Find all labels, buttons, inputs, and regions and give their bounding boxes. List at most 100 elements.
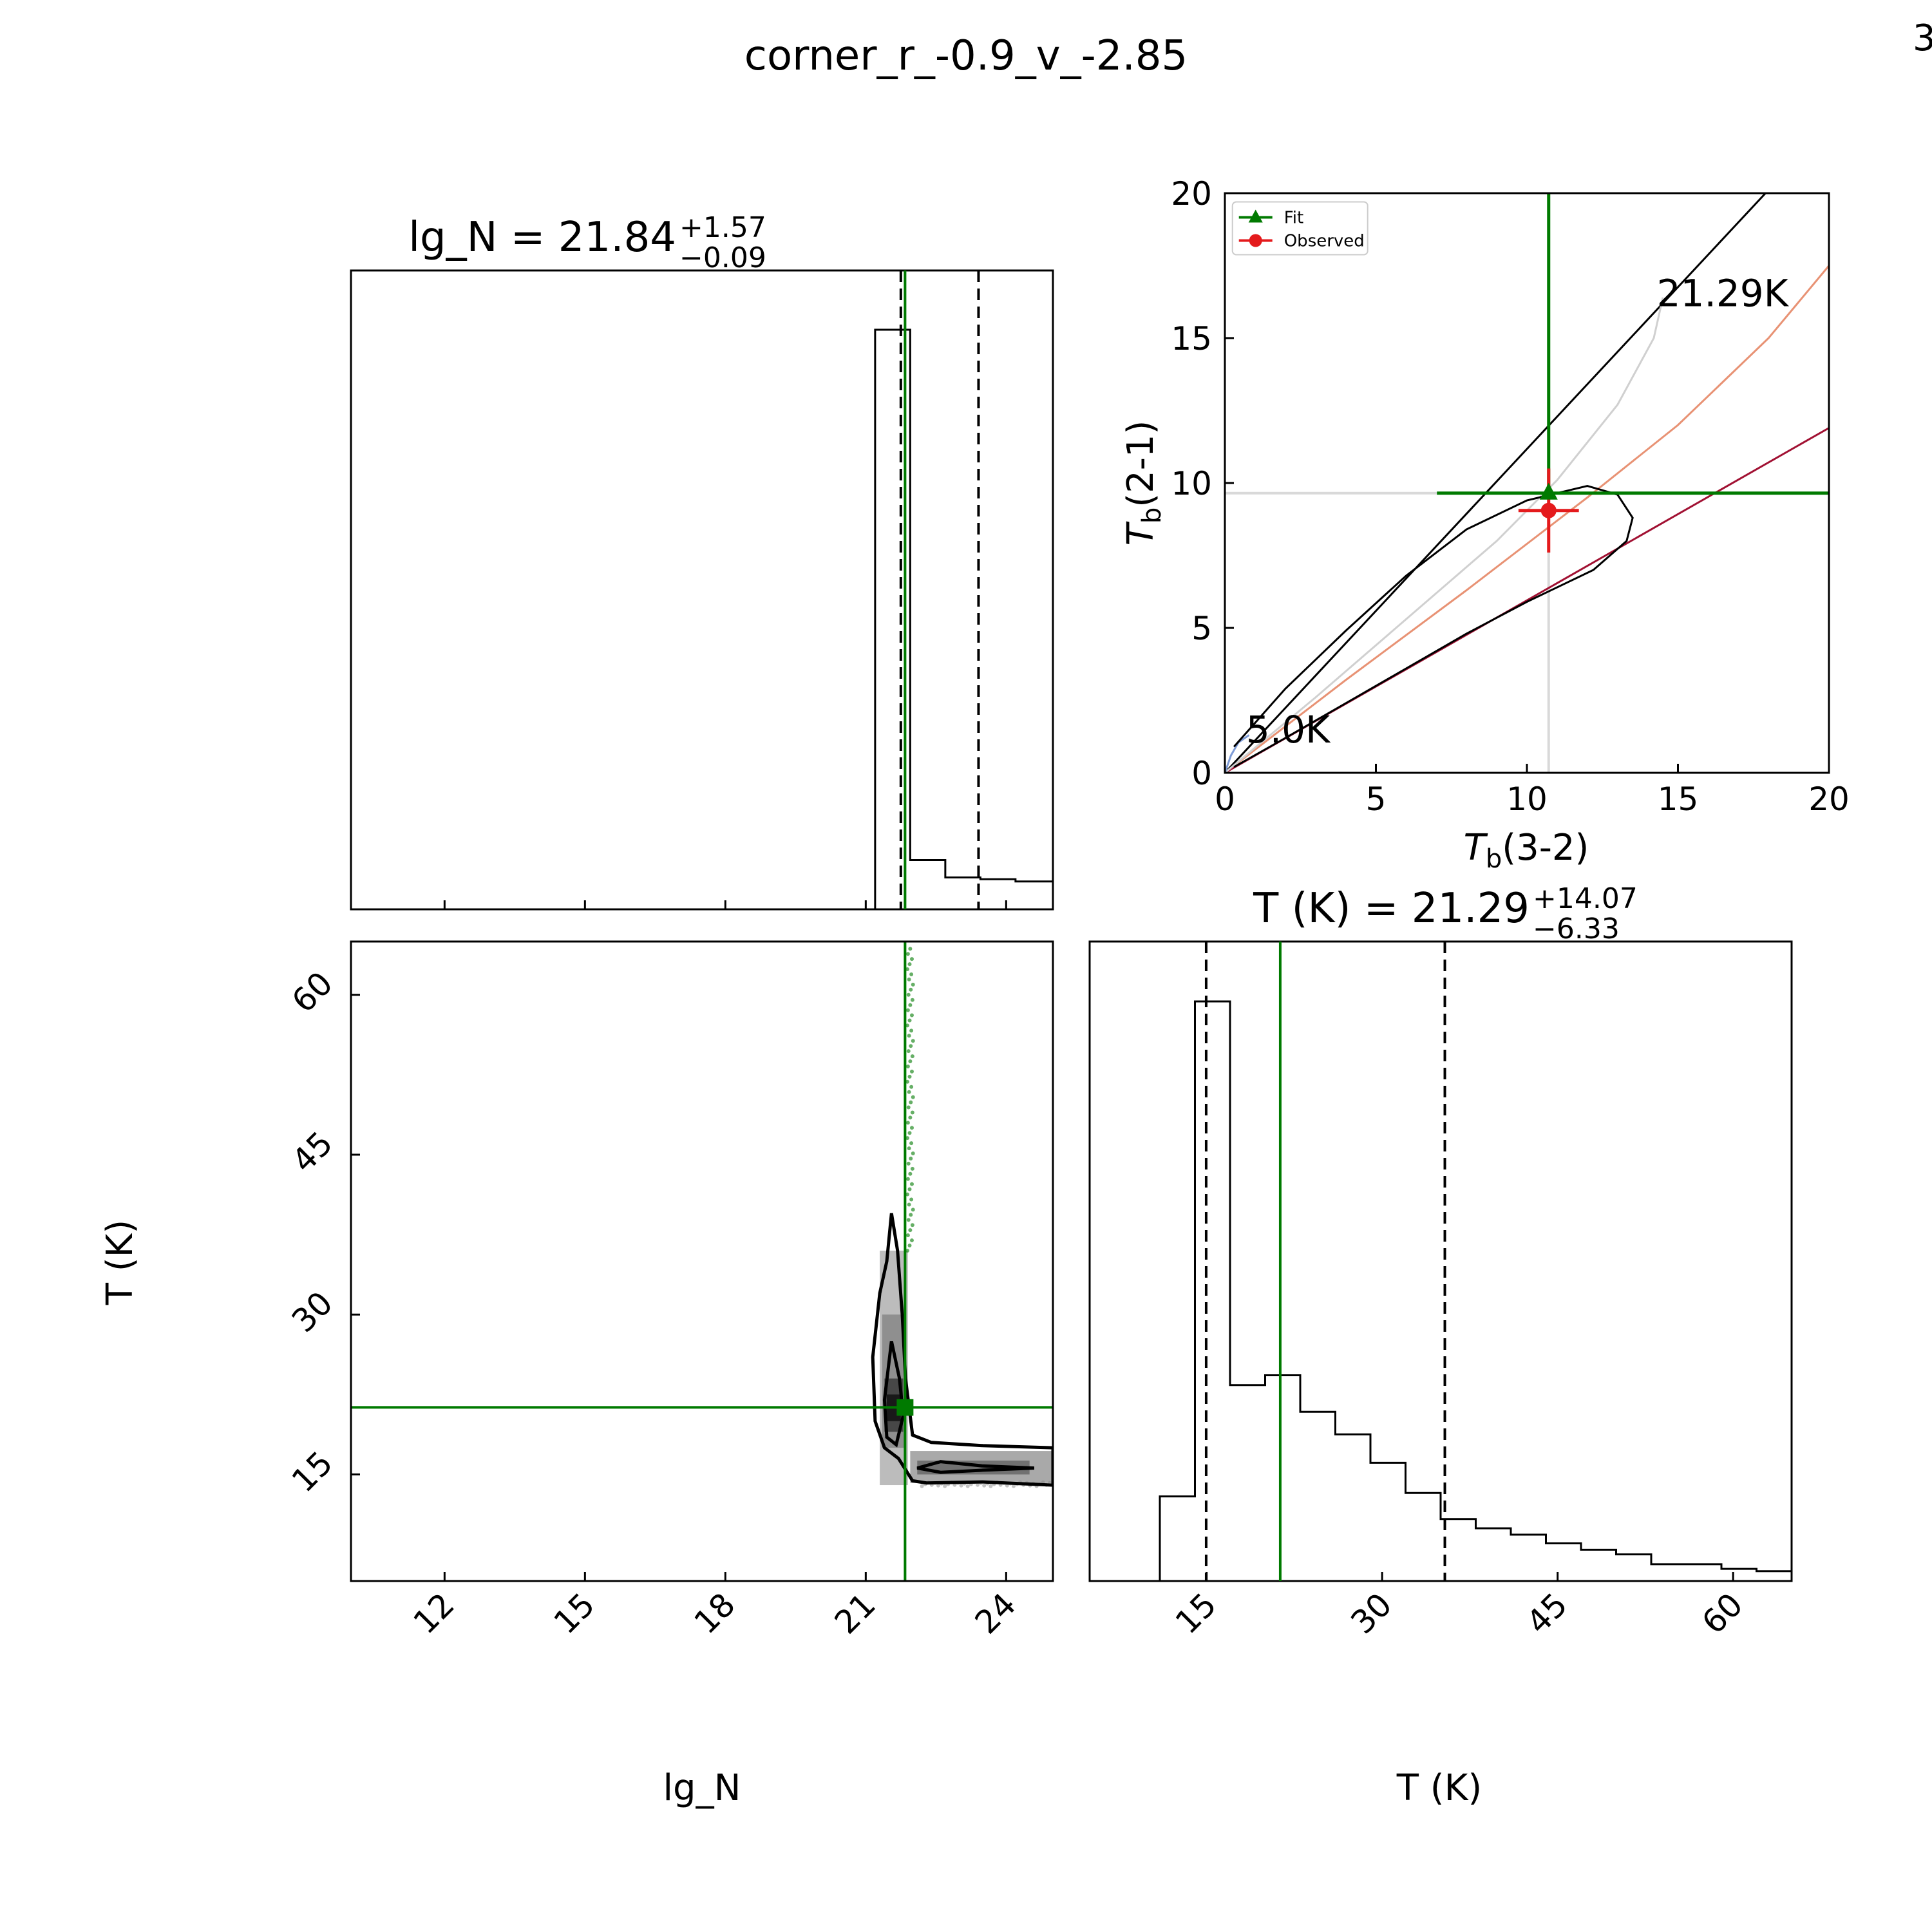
scatter-x-ticklabel-24: 24 xyxy=(968,1586,1023,1641)
sample-point xyxy=(909,1197,914,1202)
sample-point xyxy=(907,1244,912,1248)
sample-point xyxy=(909,1084,914,1089)
sample-point xyxy=(907,1090,911,1094)
panel-hist-TK: T (K) = 21.29 +14.07 −6.33 15 30 45 60 xyxy=(1088,882,1793,1641)
ratio-y-ticklabel-10: 10 xyxy=(1171,465,1212,502)
sample-point xyxy=(907,1034,911,1038)
sample-point xyxy=(907,1202,911,1207)
curve-iso_high xyxy=(1225,265,1829,773)
ratio-y-ticklabel-0: 0 xyxy=(1191,755,1212,792)
sample-point xyxy=(906,1161,911,1166)
sample-point xyxy=(909,987,913,992)
hist-lgN-title: lg_N = 21.84 xyxy=(408,214,676,261)
sample-point xyxy=(905,1233,910,1238)
sample-point xyxy=(909,1156,913,1160)
xlabel-TK: T (K) xyxy=(1396,1767,1482,1809)
sample-point xyxy=(910,1054,914,1059)
sample-point xyxy=(908,1171,913,1176)
sample-point xyxy=(911,1039,915,1043)
scatter-y-ticklabel-30: 30 xyxy=(285,1284,340,1340)
sample-point xyxy=(908,1059,913,1064)
ratio-x-ticklabel-15: 15 xyxy=(1658,781,1699,818)
ratio-ylabel-tail: (2-1) xyxy=(1120,421,1162,507)
sample-point xyxy=(982,1483,987,1488)
ratio-xlabel: Tb(3-2) xyxy=(1464,827,1589,874)
sample-point xyxy=(976,1482,980,1487)
hist-TK-steps xyxy=(1090,1000,1793,1582)
contour-inner xyxy=(916,1460,1035,1474)
figure-title: corner_r_-0.9_v_-2.85 xyxy=(744,32,1188,80)
sample-point xyxy=(905,1177,910,1181)
curve-unity xyxy=(1225,193,1766,773)
sample-point xyxy=(909,957,914,961)
sample-point xyxy=(907,1146,911,1151)
contour-mid xyxy=(882,1341,905,1448)
legend-fit-label: Fit xyxy=(1284,209,1303,228)
sample-point xyxy=(911,982,915,987)
sample-point xyxy=(910,1223,914,1227)
legend-observed-label: Observed xyxy=(1284,232,1365,251)
sample-point xyxy=(909,1238,914,1243)
hist-lgN-title-sup: +1.57 xyxy=(679,211,766,244)
sample-point xyxy=(905,1008,910,1012)
sample-point xyxy=(905,967,910,972)
scatter-y-ticklabel-45: 45 xyxy=(285,1124,340,1180)
fit-marker xyxy=(1539,482,1558,500)
sample-point xyxy=(908,947,913,951)
sample-point xyxy=(959,1483,963,1488)
ylabel-TK: T (K) xyxy=(99,1220,141,1305)
hist-TK-x-ticklabel-60: 60 xyxy=(1695,1586,1750,1641)
sample-point xyxy=(905,1121,910,1125)
ratio-x-ticklabel-0: 0 xyxy=(1215,781,1235,818)
sample-point xyxy=(905,952,910,956)
sample-point xyxy=(909,1028,914,1033)
panel-line-ratio: 21.29K 5.0K Fit Observed 0 5 10 15 20 0 5 10 15 20 xyxy=(1171,175,1849,818)
contour-outer xyxy=(871,1213,1053,1487)
legend-observed-marker xyxy=(1249,234,1262,247)
sample-point xyxy=(909,1013,914,1018)
ratio-y-ticklabel-15: 15 xyxy=(1171,320,1212,357)
sample-point xyxy=(910,1166,914,1171)
iso-label-low: 5.0K xyxy=(1246,708,1331,752)
sample-point xyxy=(907,1187,912,1191)
xlabel-lgN: lg_N xyxy=(663,1767,741,1809)
scatter-y-ticklabel-60: 60 xyxy=(285,965,340,1020)
sample-point xyxy=(909,1141,914,1146)
ratio-xlabel-main: T xyxy=(1464,827,1488,869)
sample-point xyxy=(905,1248,910,1253)
sample-point xyxy=(909,972,914,976)
panel-hist-lgN: lg_N = 21.84 +1.57 −0.09 xyxy=(350,211,1054,911)
ratio-x-ticklabel-5: 5 xyxy=(1366,781,1387,818)
sample-point xyxy=(909,1213,913,1217)
ratio-xlabel-sub: b xyxy=(1486,844,1502,874)
sample-point xyxy=(908,1228,913,1233)
iso-label-high: 21.29K xyxy=(1657,272,1790,316)
sample-point xyxy=(911,1208,915,1212)
sample-point xyxy=(943,1484,947,1488)
scatter-frame xyxy=(350,940,1054,1582)
curve-ellipse xyxy=(1233,484,1634,768)
observed-marker xyxy=(1540,502,1557,518)
page-number: 3 xyxy=(1913,17,1932,59)
hist-TK-frame xyxy=(1088,940,1793,1582)
hist-TK-x-ticklabel-15: 15 xyxy=(1168,1586,1224,1641)
sample-point xyxy=(911,1095,915,1099)
sample-point xyxy=(906,1218,911,1222)
sample-point xyxy=(905,1192,910,1197)
sample-point xyxy=(1011,1484,1016,1488)
sample-point xyxy=(911,1151,915,1156)
sample-point xyxy=(907,962,912,967)
sample-point xyxy=(989,1484,993,1488)
sample-point xyxy=(965,1484,970,1488)
hist-TK-x-ticklabel-45: 45 xyxy=(1519,1586,1575,1641)
sample-point xyxy=(905,1023,910,1028)
sample-point xyxy=(909,1182,914,1186)
sample-point xyxy=(906,1049,911,1054)
sample-point xyxy=(910,1110,914,1115)
curve-iso_blue xyxy=(1225,734,1250,773)
sample-point xyxy=(907,1018,912,1023)
legend-fit-marker xyxy=(1248,209,1263,223)
sample-point xyxy=(905,1079,910,1084)
ratio-ylabel-main: T xyxy=(1120,521,1162,545)
